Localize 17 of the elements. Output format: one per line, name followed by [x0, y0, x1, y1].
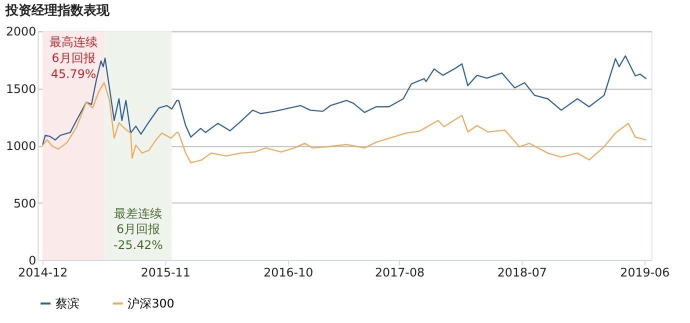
x-tick-label: 2018-07: [497, 265, 547, 280]
y-tick-label: 2000: [6, 24, 36, 39]
y-tick-label: 0: [28, 253, 36, 268]
legend-label: 蔡滨: [55, 296, 80, 310]
band-label: 最高连续 6月回报 45.79%: [50, 35, 98, 81]
y-tick-label: 1500: [6, 82, 36, 96]
y-tick-label: 1000: [6, 139, 36, 154]
x-tick-label: 2019-06: [620, 265, 670, 280]
x-tick-label: 2016-10: [264, 265, 314, 280]
x-tick-label: 2015-11: [140, 265, 190, 280]
y-tick-label: 500: [13, 196, 36, 210]
band-label: 最差连续 6月回报 -25.42%: [113, 206, 163, 252]
x-tick-label: 2014-12: [18, 265, 68, 280]
legend-label: 沪深300: [128, 296, 174, 310]
chart-title: 投资经理指数表现: [4, 3, 110, 18]
x-tick-label: 2017-08: [375, 265, 425, 280]
line-series: [42, 82, 647, 164]
